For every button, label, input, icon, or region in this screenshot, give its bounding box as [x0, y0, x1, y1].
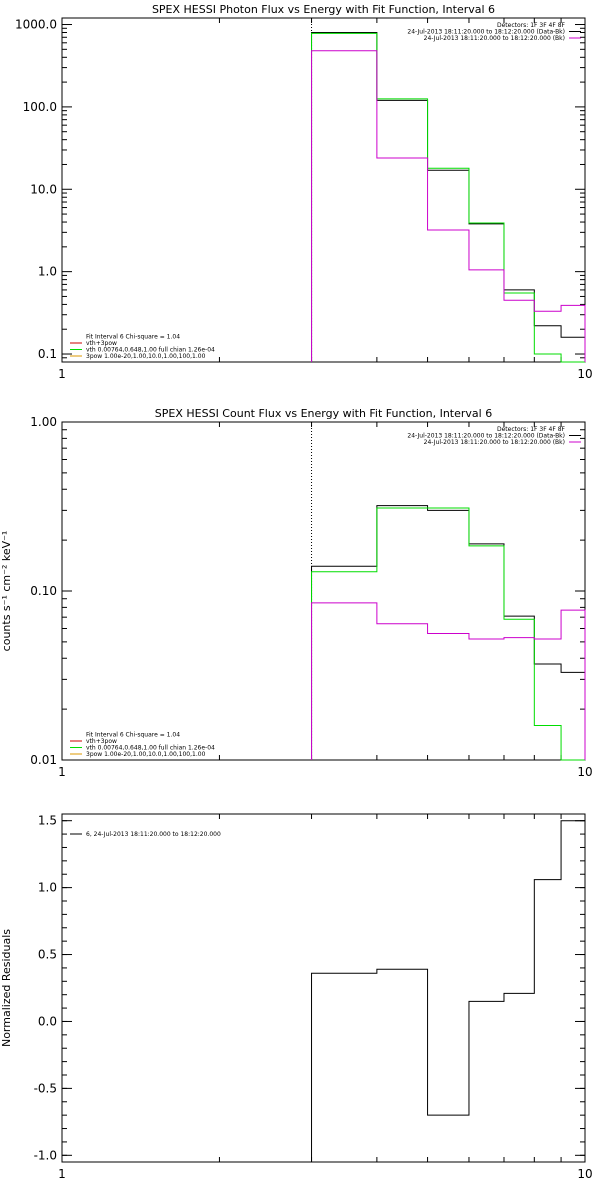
series-line — [311, 32, 585, 363]
chart-title: SPEX HESSI Count Flux vs Energy with Fit… — [155, 407, 492, 420]
y-tick-label: 0.0 — [38, 1014, 57, 1028]
legend-text: 24-Jul-2013 18:11:20.000 to 18:12:20.000… — [424, 35, 565, 42]
legend-text: vth+3pow — [86, 738, 117, 745]
legend-text: 3pow 1.00e-20,1.00,10.0,1.00,100,1.00 — [86, 751, 206, 758]
x-tick-label: 1 — [58, 367, 66, 381]
plot-frame — [61, 17, 586, 363]
plot-frame — [61, 421, 586, 761]
legend-text: Detectors: 1F 3F 4F 8F — [497, 426, 566, 433]
y-axis-label: Normalized Residuals — [0, 929, 13, 1047]
x-tick-label: 1 — [58, 765, 66, 779]
y-tick-label: -0.5 — [34, 1081, 57, 1095]
chart-2: SPEX HESSI Count Flux vs Energy with Fit… — [0, 407, 593, 779]
series-line — [311, 507, 585, 761]
y-tick-label: 0.1 — [38, 347, 57, 361]
series-line — [311, 32, 586, 362]
legend-text: 24-Jul-2013 18:11:20.000 to 18:12:20.000… — [407, 29, 565, 36]
y-tick-label: 1.00 — [30, 415, 57, 429]
y-axis-label: counts s⁻¹ cm⁻² keV⁻¹ — [0, 531, 13, 652]
y-tick-label: 1.5 — [38, 814, 57, 828]
legend-text: Detectors: 1F 3F 4F 8F — [497, 22, 566, 29]
y-tick-label: 100.0 — [23, 100, 57, 114]
series-line — [311, 50, 586, 362]
y-tick-label: 1.0 — [38, 881, 57, 895]
series-line — [311, 505, 586, 760]
legend-text: vth 0.00764,0.648,1.00 full chian 1.26e-… — [86, 347, 215, 354]
y-tick-label: -1.0 — [34, 1148, 57, 1162]
y-tick-label: 1000.0 — [15, 18, 57, 32]
chart-3: Normalized Residuals 1 10 -1.0 -0.5 0.0 0.5 1.0… — [0, 813, 593, 1181]
legend-text: Fit Interval 6 Chi-square = 1.04 — [86, 732, 180, 739]
legend-text: 24-Jul-2013 18:11:20.000 to 18:12:20.000… — [424, 439, 565, 446]
series-line — [311, 602, 586, 760]
x-tick-label: 10 — [577, 1167, 592, 1181]
legend-text: 6, 24-Jul-2013 18:11:20.000 to 18:12:20.… — [86, 831, 221, 838]
y-tick-label: 1.0 — [38, 265, 57, 279]
y-tick-label: 0.5 — [38, 948, 57, 962]
legend-text: vth+3pow — [86, 340, 117, 347]
y-tick-label: 0.01 — [30, 753, 57, 767]
legend-text: vth 0.00764,0.648,1.00 full chian 1.26e-… — [86, 745, 215, 752]
x-tick-label: 10 — [577, 367, 592, 381]
x-tick-label: 1 — [58, 1167, 66, 1181]
y-tick-label: 0.10 — [30, 584, 57, 598]
legend-text: Fit Interval 6 Chi-square = 1.04 — [86, 334, 180, 341]
legend-text: 24-Jul-2013 18:11:20.000 to 18:12:20.000… — [407, 433, 565, 440]
x-tick-label: 10 — [577, 765, 592, 779]
series-line — [311, 820, 586, 1162]
chart-1: SPEX HESSI Photon Flux vs Energy with Fi… — [15, 3, 593, 381]
chart-title: SPEX HESSI Photon Flux vs Energy with Fi… — [152, 3, 495, 16]
y-tick-label: 10.0 — [30, 182, 57, 196]
legend-text: 3pow 1.00e-20,1.00,10.0,1.00,100,1.00 — [86, 353, 206, 360]
plot-frame — [61, 813, 586, 1163]
